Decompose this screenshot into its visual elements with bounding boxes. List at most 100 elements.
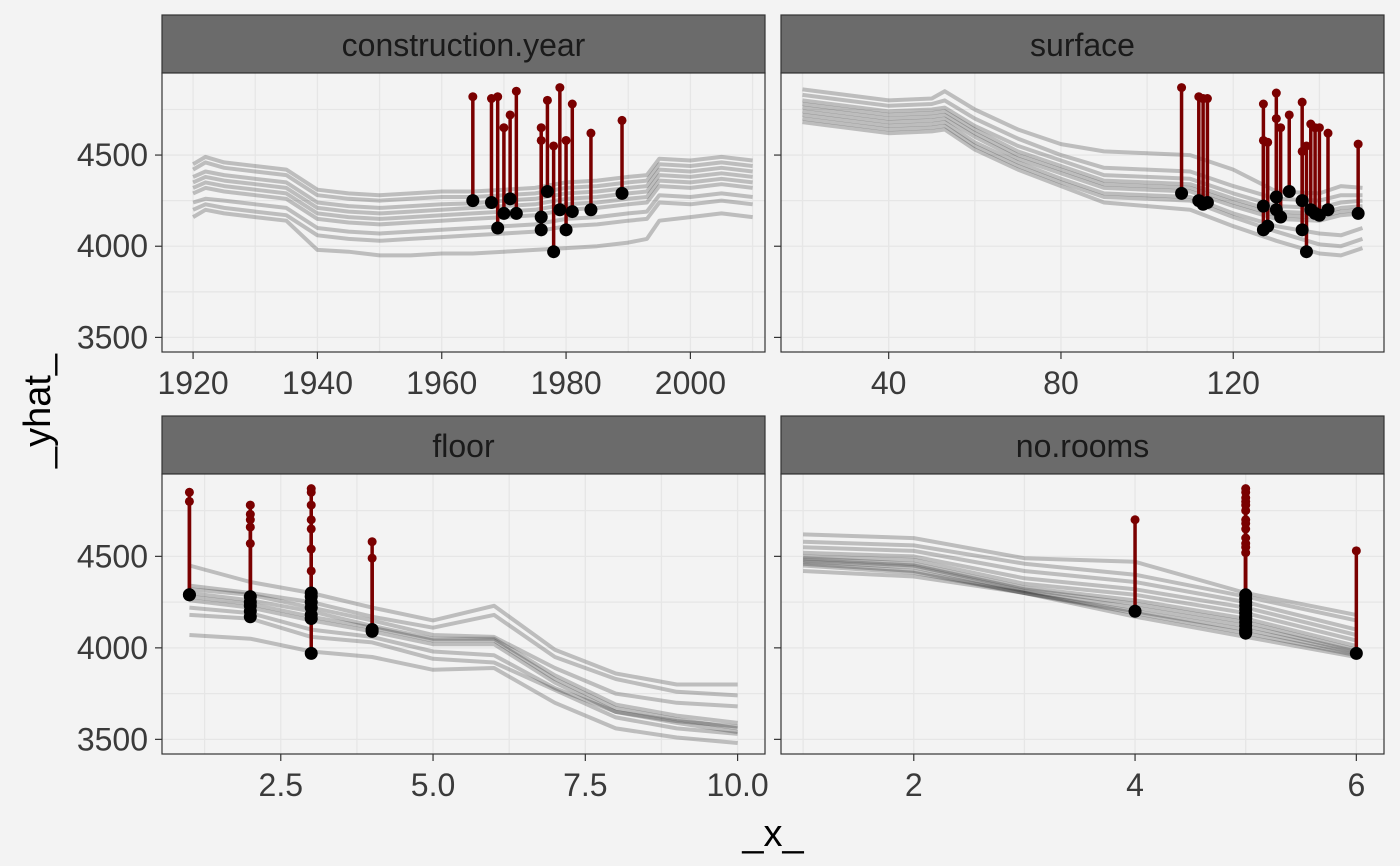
- profile-line: [803, 558, 1357, 652]
- actual-point: [1263, 137, 1273, 147]
- observation-point: [243, 610, 257, 624]
- observation-point: [1295, 223, 1309, 237]
- facet-strip-label: construction.year: [342, 27, 586, 63]
- profile-line: [189, 583, 738, 698]
- plot-area: [162, 73, 765, 352]
- observation-point: [304, 646, 318, 660]
- profile-line: [803, 559, 1357, 654]
- x-axis: 40 80 120: [871, 352, 1260, 401]
- observation-point: [553, 203, 567, 217]
- actual-point: [306, 500, 316, 510]
- observation-point: [565, 205, 579, 219]
- x-tick-label: 1940: [282, 365, 353, 401]
- profile-line: [192, 198, 753, 243]
- actual-point: [1353, 139, 1363, 149]
- x-axis: 2 4 6: [905, 754, 1365, 803]
- facet-strip-label: surface: [1030, 27, 1135, 63]
- gridlines: [781, 73, 1384, 352]
- observation-point: [534, 210, 548, 224]
- profile-line: [192, 176, 753, 221]
- x-tick-label: 1920: [157, 365, 228, 401]
- actual-point: [184, 496, 194, 506]
- y-tick-label: 3500: [77, 319, 148, 355]
- actual-point: [245, 515, 255, 525]
- facet-strip-label: no.rooms: [1016, 428, 1149, 464]
- residuals: [468, 83, 627, 252]
- observations: [182, 586, 379, 660]
- observation-point: [304, 612, 318, 626]
- profile-line: [192, 191, 753, 236]
- observations: [1128, 588, 1363, 660]
- observation-point: [1351, 206, 1365, 220]
- observation-point: [1261, 219, 1275, 233]
- actual-point: [493, 92, 503, 102]
- observation-point: [182, 588, 196, 602]
- actual-point: [536, 135, 546, 145]
- observation-point: [509, 206, 523, 220]
- profile-line: [189, 598, 738, 734]
- actual-point: [245, 522, 255, 532]
- y-axis: 3500 4000 4500: [77, 137, 162, 355]
- facet-strip-label: floor: [432, 428, 495, 464]
- actual-point: [1202, 94, 1212, 104]
- profile-line: [188, 563, 738, 687]
- y-axis-title: _yhat_: [17, 353, 59, 469]
- x-tick-label: 6: [1347, 767, 1365, 803]
- observation-point: [1269, 190, 1283, 204]
- profile-line: [803, 539, 1357, 623]
- actual-point: [367, 537, 377, 547]
- plot-area: [781, 474, 1384, 754]
- observation-point: [503, 192, 517, 206]
- actual-point: [184, 487, 194, 497]
- actual-point: [586, 128, 596, 138]
- panel-border: [780, 72, 1385, 353]
- profile-line: [803, 545, 1357, 632]
- profile-line: [189, 587, 738, 709]
- observation-point: [1175, 186, 1189, 200]
- profile-line: [189, 591, 738, 725]
- profile-line: [802, 563, 1357, 658]
- actual-point: [306, 487, 316, 497]
- actual-point: [306, 544, 316, 554]
- actual-point: [1301, 141, 1311, 151]
- actual-point: [1271, 88, 1281, 98]
- x-tick-label: 1980: [530, 365, 601, 401]
- x-tick-label: 5.0: [411, 767, 455, 803]
- y-tick-label: 4500: [77, 538, 148, 574]
- observation-point: [243, 599, 257, 613]
- observation-point: [615, 186, 629, 200]
- gridlines: [162, 73, 765, 352]
- actual-point: [617, 115, 627, 125]
- actual-point: [1177, 83, 1187, 93]
- observation-point: [466, 194, 480, 208]
- x-tick-label: 2000: [655, 365, 726, 401]
- actual-point: [1241, 548, 1251, 558]
- panel-floor: floor 2.5 5.0 7.5 10.0 3500 4000 4500: [77, 415, 769, 803]
- profile-lines: [802, 532, 1357, 659]
- y-tick-label: 4500: [77, 137, 148, 173]
- actual-point: [1284, 110, 1294, 120]
- observation-point: [497, 206, 511, 220]
- observation-point: [1274, 210, 1288, 224]
- observation-point: [1349, 646, 1363, 660]
- actual-point: [245, 539, 255, 549]
- profile-line: [803, 554, 1357, 643]
- profile-line: [802, 105, 1363, 220]
- x-axis: 1920 1940 1960 1980 2000: [157, 352, 726, 401]
- actual-point: [1241, 506, 1251, 516]
- y-axis: 3500 4000 4500: [77, 538, 162, 757]
- profile-line: [189, 633, 738, 745]
- actual-point: [555, 83, 565, 93]
- profile-line: [192, 207, 753, 258]
- profile-line: [189, 594, 738, 731]
- panel-surface: surface 40 80 120: [774, 14, 1385, 401]
- profile-line: [192, 171, 753, 216]
- profile-line: [802, 98, 1363, 210]
- actual-point: [1323, 128, 1333, 138]
- gridlines: [162, 474, 765, 754]
- x-tick-label: 80: [1043, 365, 1079, 401]
- observation-point: [1295, 194, 1309, 208]
- observation-point: [534, 223, 548, 237]
- panel-no-rooms: no.rooms 2 4 6: [774, 415, 1385, 803]
- observation-point: [559, 223, 573, 237]
